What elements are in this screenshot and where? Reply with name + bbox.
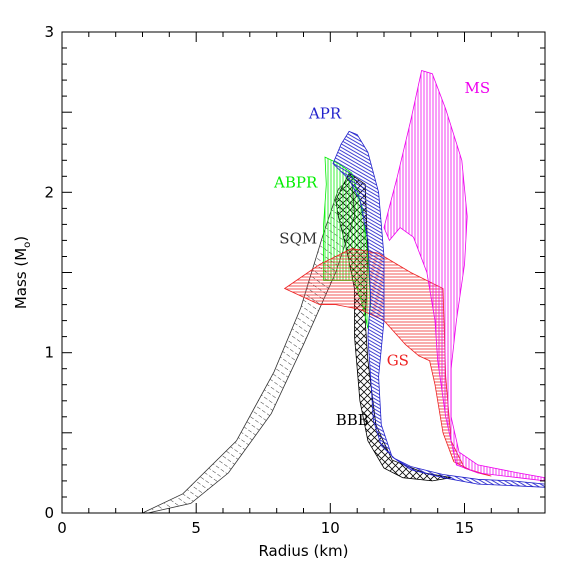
y-tick-label: 2: [44, 183, 54, 201]
tick-labels: 0 5 10 15 0 1 2 3: [44, 23, 474, 537]
series-label-ms: MS: [465, 79, 491, 97]
y-axis-title-sub: o: [22, 242, 33, 248]
region-ms: [383, 69, 546, 482]
x-tick-label: 15: [455, 519, 474, 537]
x-tick-label: 5: [191, 519, 201, 537]
eos-regions: [142, 69, 546, 514]
y-tick-label: 1: [44, 344, 54, 362]
x-tick-label: 10: [321, 519, 340, 537]
series-label-gs: GS: [387, 352, 409, 370]
x-tick-label: 0: [57, 519, 67, 537]
y-axis-title: Mass (Mo): [12, 236, 33, 309]
plot-frame: [61, 31, 546, 514]
y-axis-title-close: ): [12, 236, 30, 242]
series-label-bbb: BBB: [336, 411, 369, 429]
series-labels: SQM BBB ABPR GS APR MS: [273, 79, 490, 429]
y-axis-title-main: Mass (M: [12, 248, 30, 309]
region-sqm: [142, 175, 355, 514]
series-label-abpr: ABPR: [273, 174, 318, 192]
y-tick-label: 0: [44, 504, 54, 522]
x-axis-title: Radius (km): [258, 542, 348, 560]
series-label-apr: APR: [308, 105, 342, 123]
series-label-sqm: SQM: [279, 230, 317, 248]
y-tick-label: 3: [44, 23, 54, 41]
axis-ticks: [61, 31, 546, 514]
